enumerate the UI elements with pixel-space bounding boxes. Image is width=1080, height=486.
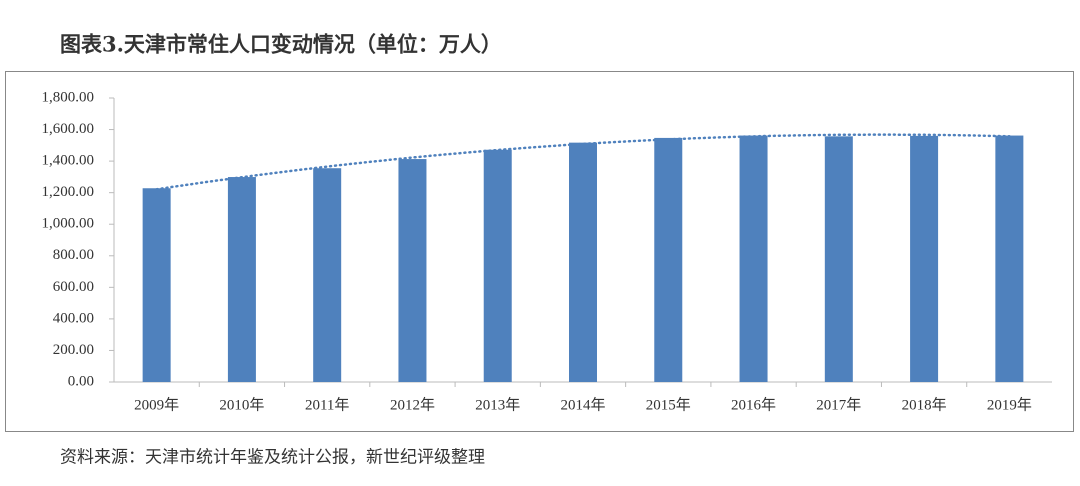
y-tick-label: 800.00 xyxy=(53,247,94,263)
bar xyxy=(654,137,683,382)
y-tick-label: 0.00 xyxy=(68,373,94,389)
x-tick-label: 2012年 xyxy=(390,396,435,413)
y-tick-label: 1,600.00 xyxy=(42,121,95,137)
x-tick-label: 2014年 xyxy=(560,396,605,413)
x-tick-label: 2019年 xyxy=(987,396,1032,413)
x-tick-label: 2010年 xyxy=(219,396,264,413)
y-tick-label: 1,000.00 xyxy=(42,216,95,232)
trend-line xyxy=(155,133,1011,191)
bar xyxy=(910,135,939,382)
bar xyxy=(995,135,1024,382)
x-tick-label: 2018年 xyxy=(902,396,947,413)
bar xyxy=(313,168,342,382)
x-tick-label: 2015年 xyxy=(646,396,691,413)
x-tick-label: 2013年 xyxy=(475,396,520,413)
x-tick-label: 2016年 xyxy=(731,396,776,413)
y-tick-label: 1,200.00 xyxy=(42,184,95,200)
chart-frame xyxy=(5,71,1074,432)
bar xyxy=(142,188,171,382)
y-tick-label: 400.00 xyxy=(53,310,94,326)
source-note: 资料来源：天津市统计年鉴及统计公报，新世纪评级整理 xyxy=(60,448,485,468)
bar xyxy=(824,136,853,382)
bar xyxy=(483,149,512,382)
x-tick-label: 2011年 xyxy=(305,396,349,413)
bar xyxy=(739,135,768,382)
bar xyxy=(227,177,256,382)
x-tick-label: 2017年 xyxy=(816,396,861,413)
x-tick-label: 2009年 xyxy=(134,396,179,413)
y-tick-label: 600.00 xyxy=(53,279,94,295)
chart-title: 图表3.天津市常住人口变动情况（单位：万人） xyxy=(60,32,502,57)
bar xyxy=(569,142,597,382)
y-tick-label: 200.00 xyxy=(53,342,94,358)
y-tick-label: 1,400.00 xyxy=(42,153,95,169)
y-tick-label: 1,800.00 xyxy=(42,89,95,105)
bar xyxy=(398,159,427,382)
